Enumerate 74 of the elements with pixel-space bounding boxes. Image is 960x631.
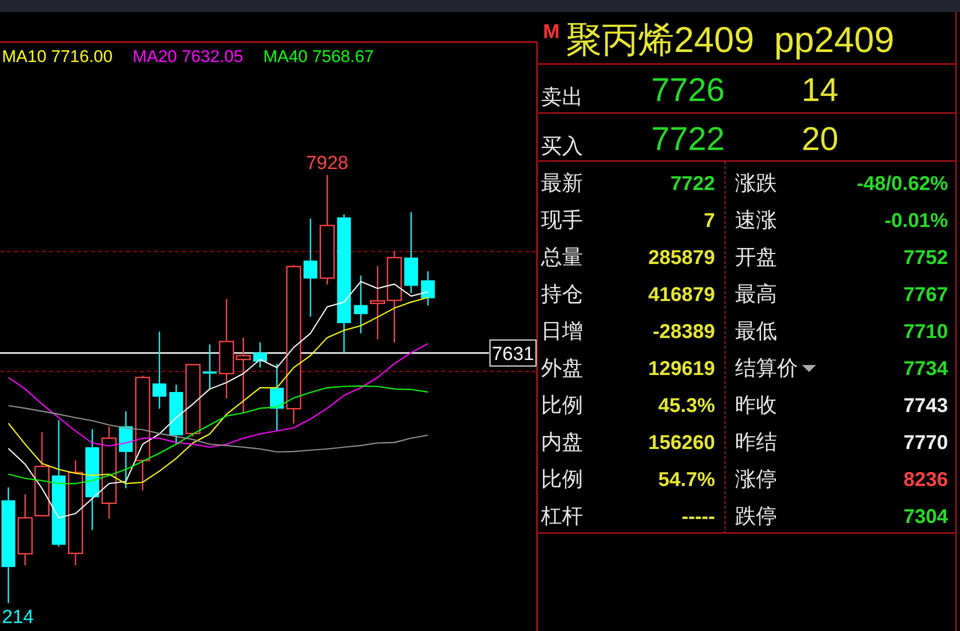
- text: 54.7%: [658, 469, 716, 491]
- text: 杠杆: [540, 505, 583, 528]
- candlestick: [202, 344, 217, 390]
- text: 比例: [541, 394, 583, 417]
- candlestick: [68, 460, 84, 566]
- text: 214: [2, 607, 34, 628]
- text: 20: [802, 120, 838, 157]
- text: 日增: [541, 320, 583, 343]
- candlestick: [386, 250, 402, 343]
- candlestick: [219, 298, 234, 400]
- text: 7722: [670, 173, 715, 195]
- text: 7726: [651, 71, 725, 108]
- text: -0.01%: [884, 210, 948, 232]
- text: 开盘: [735, 246, 777, 269]
- text: 7: [704, 210, 715, 232]
- annotation: 7631: [492, 344, 534, 366]
- text: 跌停: [735, 505, 777, 528]
- text: 外盘: [541, 357, 583, 380]
- text: 总量: [540, 246, 583, 269]
- candlestick: [253, 342, 267, 368]
- candlestick: [52, 420, 66, 548]
- candlestick: [118, 410, 133, 489]
- text: MA20 7632.05: [132, 47, 244, 66]
- text: 14: [802, 71, 838, 108]
- candlestick: [102, 426, 117, 520]
- text: -48/0.62%: [856, 173, 948, 195]
- candlestick: [85, 428, 100, 530]
- text: 最低: [735, 320, 777, 343]
- candlestick: [270, 363, 284, 432]
- text: 内盘: [541, 431, 583, 454]
- text: 结算价: [735, 357, 798, 380]
- candlestick: [18, 494, 33, 566]
- text: 285879: [648, 247, 715, 269]
- text: -28389: [652, 321, 715, 343]
- text: 最新: [541, 172, 583, 195]
- text: 卖出: [541, 86, 583, 109]
- candlestick: [236, 336, 251, 414]
- text: 156260: [648, 432, 715, 454]
- text: 聚丙烯2409 pp2409: [566, 19, 894, 60]
- candlestick: [135, 375, 150, 492]
- text: 7710: [904, 321, 948, 343]
- text: 7928: [306, 153, 348, 174]
- text: 速涨: [735, 209, 777, 232]
- text: M: [543, 21, 560, 43]
- text: 涨跌: [735, 172, 777, 195]
- candlestick: [354, 274, 368, 334]
- candlestick: [320, 174, 335, 286]
- text: MA10 7716.00: [2, 47, 113, 66]
- text: -----: [682, 506, 715, 528]
- text: 8236: [904, 469, 948, 491]
- text: 7734: [904, 358, 949, 380]
- text: 129619: [648, 358, 715, 380]
- text: 现手: [541, 209, 583, 232]
- text: 7722: [651, 120, 725, 157]
- text: 7743: [904, 395, 948, 417]
- text: 买入: [541, 135, 583, 158]
- candlestick: [370, 266, 386, 340]
- candlestick: [304, 218, 318, 318]
- text: 比例: [541, 468, 583, 491]
- text: 7304: [904, 506, 949, 528]
- text: 7767: [904, 284, 948, 306]
- text: 416879: [648, 284, 715, 306]
- text: 持仓: [541, 283, 583, 306]
- text: MA40 7568.67: [263, 47, 374, 66]
- text: 昨收: [735, 394, 777, 417]
- candlestick: [404, 212, 418, 294]
- text: 7770: [904, 432, 948, 454]
- text: 45.3%: [658, 395, 716, 417]
- text: 昨结: [735, 431, 777, 454]
- text: 最高: [735, 283, 777, 306]
- candlestick: [152, 331, 166, 410]
- text: 涨停: [735, 468, 777, 491]
- candlestick: [2, 486, 16, 604]
- text: 7752: [904, 247, 948, 269]
